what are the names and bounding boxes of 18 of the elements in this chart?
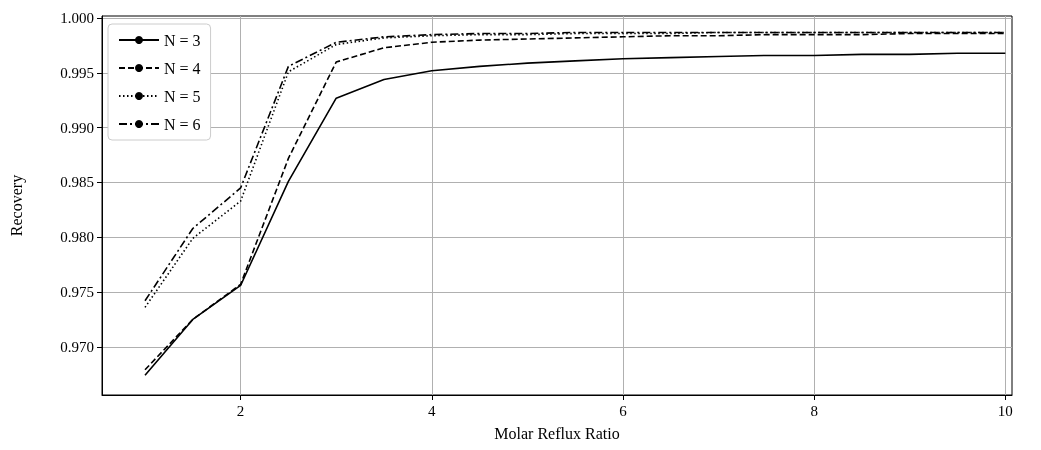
y-tick-label: 0.980	[60, 229, 94, 246]
y-tick-label: 1.000	[60, 10, 94, 27]
y-tick-label: 0.990	[60, 119, 94, 136]
legend-label: N = 5	[164, 87, 201, 105]
x-tick-label: 10	[997, 402, 1013, 419]
legend-label: N = 3	[164, 31, 201, 49]
y-axis-title: Recovery	[7, 174, 26, 237]
y-tick-label: 0.995	[60, 64, 94, 81]
x-tick-label: 6	[619, 402, 628, 419]
legend-label: N = 6	[164, 115, 201, 133]
x-tick-label: 8	[810, 402, 818, 419]
y-tick-label: 0.970	[60, 338, 94, 355]
x-axis-title: Molar Reflux Ratio	[494, 424, 620, 442]
y-tick-label: 0.985	[60, 174, 94, 191]
legend-label: N = 4	[164, 59, 201, 77]
x-tick-label: 4	[428, 402, 437, 419]
x-tick-label: 2	[236, 402, 245, 419]
y-tick-label: 0.975	[60, 284, 94, 301]
